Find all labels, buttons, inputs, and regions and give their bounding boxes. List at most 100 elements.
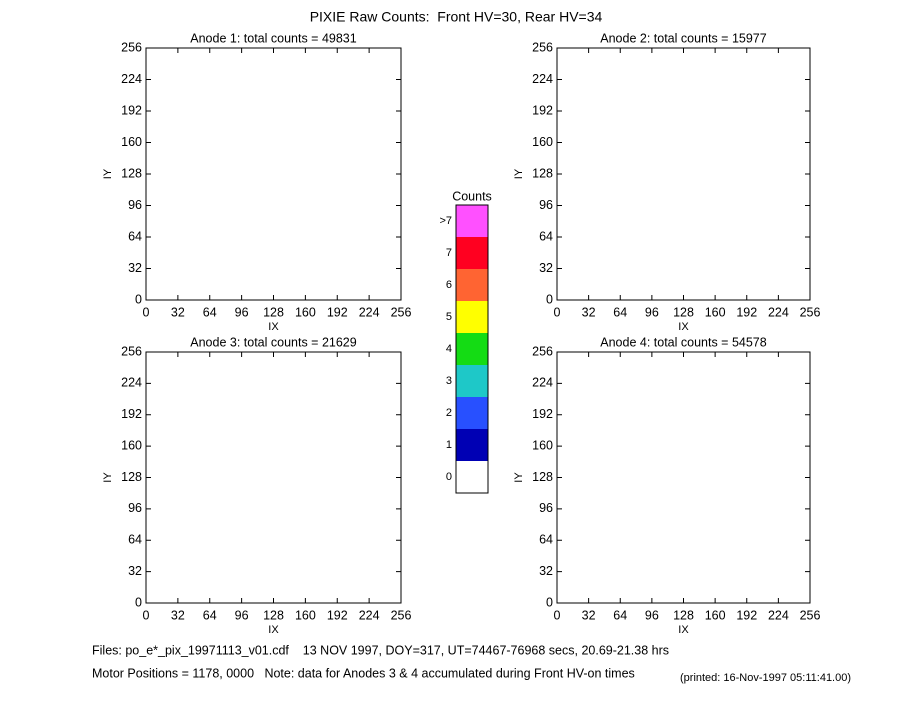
x-tick-label: 256 — [800, 608, 821, 622]
x-tick-label: 192 — [327, 305, 348, 319]
colorbar-label: >7 — [439, 215, 452, 227]
x-tick-label: 192 — [736, 608, 757, 622]
x-axis-label: IX — [678, 624, 689, 636]
colorbar-segment — [456, 461, 488, 493]
y-tick-label: 224 — [121, 72, 142, 86]
y-tick-label: 256 — [121, 344, 142, 358]
y-tick-label: 32 — [128, 564, 142, 578]
x-tick-label: 96 — [645, 305, 659, 319]
x-tick-label: 0 — [143, 608, 150, 622]
y-tick-label: 0 — [135, 595, 142, 609]
y-axis-label: IY — [513, 168, 525, 179]
y-tick-label: 192 — [532, 103, 553, 117]
x-axis-label: IX — [268, 321, 279, 333]
y-tick-label: 0 — [135, 292, 142, 306]
page-title: PIXIE Raw Counts: Front HV=30, Rear HV=3… — [310, 9, 603, 25]
y-axis-label: IY — [102, 472, 114, 483]
colorbar-label: 7 — [446, 247, 452, 259]
y-tick-label: 192 — [532, 407, 553, 421]
x-tick-label: 256 — [391, 608, 412, 622]
plot-area — [556, 47, 811, 301]
x-tick-label: 32 — [171, 305, 185, 319]
x-tick-label: 160 — [705, 305, 726, 319]
x-tick-label: 128 — [263, 305, 284, 319]
x-tick-label: 32 — [582, 608, 596, 622]
x-tick-label: 64 — [613, 608, 627, 622]
y-tick-label: 256 — [532, 40, 553, 54]
colorbar-segment — [456, 365, 488, 397]
colorbar-label: 5 — [446, 311, 452, 323]
x-tick-label: 256 — [391, 305, 412, 319]
y-tick-label: 64 — [539, 229, 553, 243]
y-tick-label: 256 — [532, 344, 553, 358]
y-tick-label: 160 — [532, 438, 553, 452]
colorbar-segment — [456, 333, 488, 365]
x-tick-label: 0 — [554, 305, 561, 319]
x-tick-label: 128 — [263, 608, 284, 622]
y-tick-label: 128 — [532, 470, 553, 484]
footer-printed: (printed: 16-Nov-1997 05:11:41.00) — [680, 672, 851, 684]
y-axis-label: IY — [102, 168, 114, 179]
x-tick-label: 64 — [203, 608, 217, 622]
colorbar-label: 0 — [446, 471, 452, 483]
y-axis-label: IY — [513, 472, 525, 483]
y-tick-label: 0 — [546, 292, 553, 306]
y-tick-label: 160 — [121, 135, 142, 149]
y-tick-label: 224 — [532, 376, 553, 390]
x-tick-label: 160 — [295, 608, 316, 622]
x-tick-label: 64 — [613, 305, 627, 319]
y-tick-label: 192 — [121, 407, 142, 421]
panel-title: Anode 2: total counts = 15977 — [600, 31, 766, 45]
x-tick-label: 32 — [582, 305, 596, 319]
colorbar-segment — [456, 205, 488, 237]
y-tick-label: 96 — [128, 501, 142, 515]
colorbar-segment — [456, 237, 488, 269]
x-tick-label: 224 — [768, 608, 789, 622]
x-tick-label: 128 — [673, 305, 694, 319]
x-tick-label: 192 — [327, 608, 348, 622]
panel-title: Anode 1: total counts = 49831 — [190, 31, 356, 45]
colorbar-label: 4 — [446, 343, 452, 355]
x-tick-label: 96 — [645, 608, 659, 622]
colorbar-segment — [456, 429, 488, 461]
x-tick-label: 64 — [203, 305, 217, 319]
colorbar-frame — [455, 204, 489, 494]
colorbar-segment — [456, 397, 488, 429]
y-tick-label: 96 — [128, 198, 142, 212]
x-tick-label: 32 — [171, 608, 185, 622]
plot-area — [145, 47, 402, 301]
y-tick-label: 256 — [121, 40, 142, 54]
colorbar-label: 1 — [446, 439, 452, 451]
y-tick-label: 32 — [539, 564, 553, 578]
footer-motor: Motor Positions = 1178, 0000 Note: data … — [92, 666, 635, 680]
y-tick-label: 64 — [128, 229, 142, 243]
x-tick-label: 128 — [673, 608, 694, 622]
y-tick-label: 96 — [539, 501, 553, 515]
plot-area — [556, 351, 811, 604]
y-tick-label: 96 — [539, 198, 553, 212]
x-tick-label: 96 — [235, 305, 249, 319]
colorbar-label: 6 — [446, 279, 452, 291]
colorbar-label: 2 — [446, 407, 452, 419]
x-tick-label: 0 — [554, 608, 561, 622]
x-axis-label: IX — [268, 624, 279, 636]
y-tick-label: 128 — [532, 166, 553, 180]
y-tick-label: 224 — [532, 72, 553, 86]
y-tick-label: 128 — [121, 166, 142, 180]
y-tick-label: 32 — [539, 261, 553, 275]
x-tick-label: 224 — [359, 608, 380, 622]
x-tick-label: 224 — [768, 305, 789, 319]
y-tick-label: 32 — [128, 261, 142, 275]
y-tick-label: 0 — [546, 595, 553, 609]
x-tick-label: 96 — [235, 608, 249, 622]
colorbar-segment — [456, 301, 488, 333]
colorbar-label: 3 — [446, 375, 452, 387]
x-tick-label: 0 — [143, 305, 150, 319]
panel-title: Anode 3: total counts = 21629 — [190, 335, 356, 349]
colorbar-title: Counts — [452, 189, 492, 203]
y-tick-label: 160 — [532, 135, 553, 149]
y-tick-label: 64 — [539, 533, 553, 547]
footer-files: Files: po_e*_pix_19971113_v01.cdf 13 NOV… — [92, 643, 669, 657]
x-axis-label: IX — [678, 321, 689, 333]
